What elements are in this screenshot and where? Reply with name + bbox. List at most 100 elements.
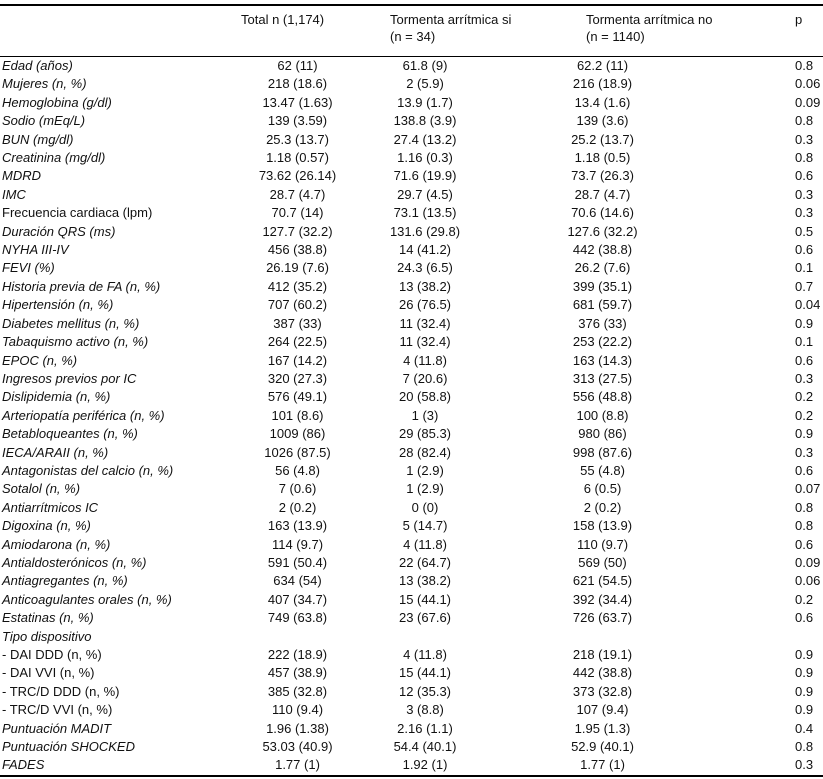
p-value: 0.5 <box>795 223 814 239</box>
total-value: 457 (38.9) <box>267 665 328 681</box>
table-row: Hipertensión (n, %) 707 (60.2) 26 (76.5) 68… <box>0 296 823 314</box>
storm-no-value: 442 (38.8) <box>572 665 633 681</box>
table-row: Antiarrítmicos IC 2 (0.2) 0 (0) 2 (0.2) 0.8 <box>0 499 823 517</box>
table-row: Puntuación MADIT 1.96 (1.38) 2.16 (1.1) 1.9… <box>0 720 823 738</box>
row-label: BUN (mg/dl) <box>2 131 74 147</box>
storm-no-value: 376 (33) <box>578 315 627 331</box>
storm-no-value: 52.9 (40.1) <box>571 739 634 755</box>
table-row: Betabloqueantes (n, %) 1009 (86) 29 (85.3)… <box>0 425 823 443</box>
storm-no-value: 70.6 (14.6) <box>571 205 634 221</box>
storm-yes-value: 29.7 (4.5) <box>397 186 453 202</box>
storm-no-value: 6 (0.5) <box>583 481 622 497</box>
p-value: 0.9 <box>795 665 814 681</box>
p-value: 0.4 <box>795 720 814 736</box>
total-value: 56 (4.8) <box>275 462 320 478</box>
table-row: Ingresos previos por IC 320 (27.3) 7 (20.6… <box>0 370 823 388</box>
total-value: 1.18 (0.57) <box>266 150 329 166</box>
storm-yes-value: 131.6 (29.8) <box>389 223 461 239</box>
table-row: FEVI (%) 26.19 (7.6) 24.3 (6.5) 26.2 (7.6) 0… <box>0 259 823 277</box>
p-value: 0.6 <box>795 168 814 184</box>
storm-no-value <box>485 628 720 646</box>
row-label: - TRC/D VVI (n, %) <box>2 702 113 718</box>
total-value: 7 (0.6) <box>278 481 317 497</box>
row-label: Diabetes mellitus (n, %) <box>2 315 140 331</box>
total-value: 576 (49.1) <box>267 389 328 405</box>
header-storm-no-n: (n = 1140) <box>586 29 645 44</box>
total-value <box>230 628 365 646</box>
storm-yes-value: 13.9 (1.7) <box>397 94 453 110</box>
row-label: MDRD <box>2 168 41 184</box>
storm-no-value: 980 (86) <box>578 426 627 442</box>
table-row: Dislipidemia (n, %) 576 (49.1) 20 (58.8) 55… <box>0 388 823 406</box>
storm-yes-value: 11 (32.4) <box>399 315 451 331</box>
row-label: - TRC/D DDD (n, %) <box>2 683 120 699</box>
table-row: Anticoagulantes orales (n, %) 407 (34.7) 1… <box>0 591 823 609</box>
storm-yes-value: 13 (38.2) <box>398 278 452 294</box>
total-value: 167 (14.2) <box>267 352 328 368</box>
row-label: Edad (años) <box>2 58 73 73</box>
p-value: 0.3 <box>795 131 814 147</box>
row-label: Digoxina (n, %) <box>2 518 91 534</box>
table-row: Amiodarona (n, %) 114 (9.7) 4 (11.8) 110 (9… <box>0 536 823 554</box>
row-label: Ingresos previos por IC <box>2 370 137 386</box>
total-value: 1.77 (1) <box>275 757 320 773</box>
storm-no-value: 107 (9.4) <box>576 702 629 718</box>
storm-no-value: 218 (19.1) <box>572 647 633 662</box>
p-value: 0.8 <box>795 150 814 166</box>
storm-no-value: 998 (87.6) <box>572 444 633 460</box>
row-label: Dislipidemia (n, %) <box>2 389 111 405</box>
storm-no-value: 556 (48.8) <box>572 389 633 405</box>
row-label: IMC <box>2 186 26 202</box>
row-label: Estatinas (n, %) <box>2 610 94 626</box>
storm-no-value: 253 (22.2) <box>572 334 633 350</box>
p-value: 0.6 <box>795 610 814 626</box>
table-row: NYHA III-IV 456 (38.8) 14 (41.2) 442 (38.8)… <box>0 241 823 259</box>
storm-yes-value: 22 (64.7) <box>398 554 452 570</box>
table-row: IECA/ARAII (n, %) 1026 (87.5) 28 (82.4) 998… <box>0 444 823 462</box>
p-value: 0.04 <box>795 297 821 313</box>
total-value: 127.7 (32.2) <box>262 223 333 239</box>
p-value: 0.8 <box>795 518 814 534</box>
storm-no-value: 13.4 (1.6) <box>574 94 631 110</box>
table-row: - DAI VVI (n, %) 457 (38.9) 15 (44.1) 442 (… <box>0 664 823 682</box>
total-value: 1026 (87.5) <box>264 444 331 460</box>
table-row: Frecuencia cardiaca (lpm) 70.7 (14) 73.1 (… <box>0 204 823 222</box>
header-storm-no-label: Tormenta arrítmica no <box>586 12 713 27</box>
storm-yes-value: 15 (44.1) <box>398 591 452 607</box>
p-value: 0.8 <box>795 113 814 129</box>
table-row: Estatinas (n, %) 749 (63.8) 23 (67.6) 726 (… <box>0 609 823 627</box>
storm-yes-value: 23 (67.6) <box>398 610 452 626</box>
storm-yes-value: 4 (11.8) <box>403 647 447 662</box>
row-label: EPOC (n, %) <box>2 352 78 368</box>
header-variable-column <box>0 5 230 57</box>
row-label: Arteriopatía periférica (n, %) <box>2 407 165 423</box>
table-row: Tabaquismo activo (n, %) 264 (22.5) 11 (32… <box>0 333 823 351</box>
p-value: 0.09 <box>795 94 821 110</box>
storm-yes-value: 12 (35.3) <box>398 683 452 699</box>
p-value: 0.09 <box>795 554 821 570</box>
storm-no-value: 313 (27.5) <box>572 370 633 386</box>
total-value: 591 (50.4) <box>267 554 328 570</box>
total-value: 2 (0.2) <box>278 499 317 515</box>
table-row: - TRC/D DDD (n, %) 385 (32.8) 12 (35.3) 373… <box>0 683 823 701</box>
row-label: Anticoagulantes orales (n, %) <box>2 591 172 607</box>
table-row: - DAI DDD (n, %) 222 (18.9) 4 (11.8) 218 (1… <box>0 646 823 664</box>
p-value: 0.6 <box>795 242 814 258</box>
row-label: - DAI DDD (n, %) <box>2 647 102 662</box>
storm-no-value: 216 (18.9) <box>572 76 633 92</box>
row-label: Frecuencia cardiaca (lpm) <box>2 205 153 221</box>
storm-yes-value: 15 (44.1) <box>398 665 452 681</box>
header-storm-yes-label: Tormenta arrítmica si <box>390 12 512 27</box>
row-label: IECA/ARAII (n, %) <box>2 444 109 460</box>
total-value: 320 (27.3) <box>267 370 328 386</box>
row-label: Creatinina (mg/dl) <box>2 150 106 166</box>
p-value: 0.9 <box>795 315 814 331</box>
total-value: 412 (35.2) <box>267 278 328 294</box>
storm-no-value: 26.2 (7.6) <box>574 260 631 276</box>
table-row: Digoxina (n, %) 163 (13.9) 5 (14.7) 158 (13… <box>0 517 823 535</box>
storm-yes-value: 4 (11.8) <box>403 352 447 368</box>
total-value: 407 (34.7) <box>267 591 328 607</box>
p-value: 0.9 <box>795 647 814 662</box>
row-label: - DAI VVI (n, %) <box>2 665 95 681</box>
storm-yes-value: 1.16 (0.3) <box>397 150 453 166</box>
